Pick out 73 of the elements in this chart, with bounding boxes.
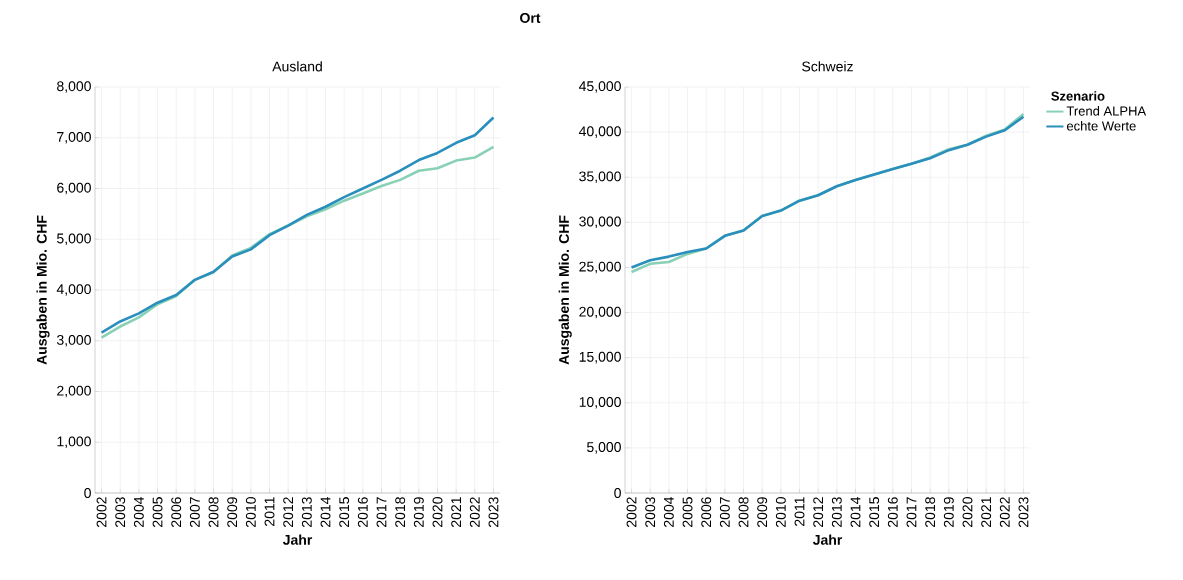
y-tick-label: 2,000 [57,385,91,398]
x-tick-label: 2002 [96,497,107,527]
x-tick-label: 2006 [701,497,712,527]
x-tick-label: 2016 [887,497,898,527]
x-tick-label: 2018 [925,497,936,527]
x-tick-label: 2022 [469,497,480,527]
x-tick-label: 2005 [152,497,163,527]
x-tick-label: 2021 [981,497,992,527]
x-tick-label: 2014 [850,496,861,527]
x-tick-label: 2009 [757,497,768,527]
x-tick-label: 2013 [831,497,842,527]
x-tick-label: 2007 [719,497,730,527]
x-tick-label: 2022 [999,497,1010,527]
legend-title: Szenario [1051,91,1105,101]
y-tick-label: 10,000 [579,396,621,409]
x-tick-label: 2020 [432,497,443,527]
x-tick-label: 2011 [794,497,805,526]
y-tick-label: 5,000 [587,442,621,454]
y-tick-label: 20,000 [579,306,621,319]
x-tick-label: 2005 [682,497,693,527]
chart-title: Ausland [272,61,322,72]
x-tick-label: 2023 [488,497,499,527]
x-tick-label: 2010 [245,497,256,527]
x-tick-label: 2013 [301,497,312,527]
x-tick-label: 2002 [626,497,637,527]
y-tick-label: 15,000 [579,351,621,364]
y-tick-label: 1,000 [57,436,91,449]
x-axis-title: Jahr [812,534,843,545]
x-tick-label: 2004 [663,496,674,527]
x-tick-label: 2018 [395,497,406,527]
x-tick-label: 2012 [813,497,824,527]
y-tick-label: 0 [614,488,621,498]
chart-title: Schweiz [802,61,853,72]
x-tick-label: 2006 [171,497,182,527]
x-tick-label: 2007 [189,497,200,527]
y-tick-label: 4,000 [56,284,91,296]
x-tick-label: 2004 [133,496,144,527]
y-tick-label: 3,000 [56,334,91,347]
y-tick-label: 0 [84,488,91,498]
x-tick-label: 2009 [227,497,238,527]
legend-label: echte Werte [1066,121,1136,131]
legend-label: Trend ALPHA [1066,106,1147,116]
y-tick-label: 25,000 [579,261,621,274]
x-tick-label: 2012 [283,497,294,527]
x-tick-label: 2019 [943,497,954,527]
x-axis-title: Jahr [282,534,313,545]
x-tick-label: 2021 [451,497,462,527]
x-tick-label: 2014 [320,496,331,527]
y-axis-title: Ausgaben in Mio. CHF [36,215,50,365]
x-tick-label: 2008 [738,497,749,527]
x-tick-label: 2017 [376,497,387,527]
x-tick-label: 2003 [115,497,126,527]
x-tick-label: 2011 [264,497,275,526]
x-tick-label: 2023 [1018,497,1029,527]
text: Ort [520,13,541,23]
y-tick-label: 30,000 [579,216,621,229]
x-tick-label: 2016 [357,497,368,527]
x-tick-label: 2020 [962,497,973,527]
x-tick-label: 2015 [869,497,880,527]
y-tick-label: 6,000 [57,182,91,195]
y-tick-label: 7,000 [57,131,91,144]
x-tick-label: 2010 [775,497,786,527]
y-tick-label: 5,000 [57,233,91,246]
y-tick-label: 40,000 [578,126,621,138]
y-tick-label: 35,000 [579,171,621,183]
x-tick-label: 2008 [208,497,219,527]
x-tick-label: 2015 [339,497,350,527]
x-tick-label: 2003 [645,497,656,527]
y-tick-label: 8,000 [57,81,91,93]
x-tick-label: 2019 [413,497,424,527]
y-tick-label: 45,000 [578,81,621,93]
x-tick-label: 2017 [906,497,917,527]
y-axis-title: Ausgaben in Mio. CHF [558,215,572,365]
